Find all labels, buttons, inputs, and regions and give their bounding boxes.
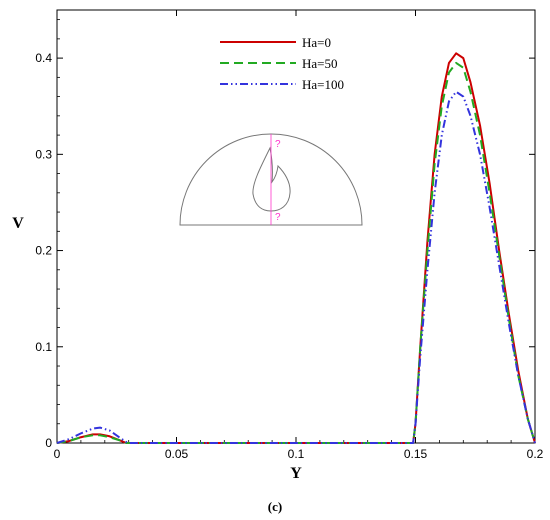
series-layer xyxy=(56,52,536,444)
y-tick-label: 0.3 xyxy=(35,147,52,161)
y-tick-label: 0.4 xyxy=(35,51,52,65)
x-tick-label: 0.1 xyxy=(288,447,305,461)
figure-caption: (c) xyxy=(268,499,282,514)
legend: Ha=0 Ha=50 Ha=100 xyxy=(220,35,344,92)
x-axis-title: Y xyxy=(290,465,302,482)
legend-label: Ha=0 xyxy=(302,35,331,50)
x-tick-label: 0.05 xyxy=(165,447,189,461)
legend-label: Ha=100 xyxy=(302,77,344,92)
inset-flame-body xyxy=(252,146,291,212)
series-line-ha-50 xyxy=(56,61,536,444)
y-axis-title: V xyxy=(12,215,24,232)
inset-schematic: ? ? xyxy=(179,133,363,226)
y-tick-label: 0.1 xyxy=(35,340,52,354)
inset-marker-bottom: ? xyxy=(275,212,281,223)
y-tick-label: 0 xyxy=(45,436,52,450)
y-axis: 0 0.1 0.2 0.3 0.4 xyxy=(35,19,535,450)
x-axis: 0 0.05 0.1 0.15 0.2 xyxy=(54,10,544,461)
inset-marker-top: ? xyxy=(275,139,281,150)
x-tick-label: 0.2 xyxy=(527,447,544,461)
x-tick-label: 0.15 xyxy=(404,447,428,461)
x-tick-label: 0 xyxy=(54,447,61,461)
series-line-ha-0 xyxy=(56,52,536,444)
y-tick-label: 0.2 xyxy=(35,244,52,258)
plot-frame xyxy=(56,9,536,444)
inset-enclosure xyxy=(179,133,363,226)
legend-label: Ha=50 xyxy=(302,56,338,71)
series-line-ha-100 xyxy=(56,90,536,444)
